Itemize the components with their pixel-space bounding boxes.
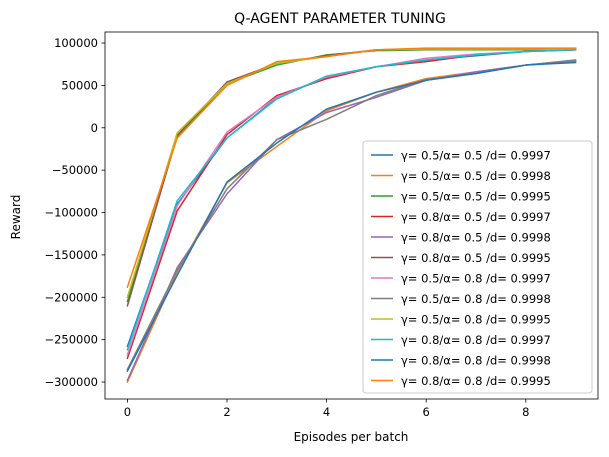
chart-title: Q-AGENT PARAMETER TUNING [234, 11, 446, 27]
legend-label: γ= 0.5/α= 0.8 /d= 0.9997 [401, 272, 551, 286]
series-line-12 [126, 47, 577, 289]
legend-label: γ= 0.8/α= 0.5 /d= 0.9995 [401, 251, 551, 265]
plot-area [126, 47, 577, 384]
x-tick-label: 6 [423, 405, 430, 419]
y-tick-label: −200000 [44, 290, 98, 304]
y-tick-label: −50000 [52, 163, 98, 177]
legend-label: γ= 0.8/α= 0.5 /d= 0.9997 [401, 210, 551, 224]
legend-label: γ= 0.5/α= 0.8 /d= 0.9998 [401, 292, 551, 306]
axes: 0 2 4 6 8 100000 50000 0 −50000 −100000 −150000 −20… [44, 31, 599, 419]
legend-box [362, 140, 593, 394]
legend-label: γ= 0.5/α= 0.8 /d= 0.9995 [401, 313, 551, 327]
legend-label: γ= 0.5/α= 0.5 /d= 0.9995 [401, 190, 551, 204]
y-tick-label: 0 [91, 121, 98, 135]
legend-label: γ= 0.5/α= 0.5 /d= 0.9998 [401, 169, 551, 183]
legend: γ= 0.5/α= 0.5 /d= 0.9997 γ= 0.5/α= 0.5 /d… [362, 140, 593, 394]
x-tick-label: 4 [323, 405, 330, 419]
y-tick-label: −300000 [44, 375, 98, 389]
x-tick-label: 2 [223, 405, 230, 419]
x-axis-label: Episodes per batch [294, 430, 409, 444]
legend-label: γ= 0.8/α= 0.8 /d= 0.9997 [401, 333, 551, 347]
y-tick-label: 100000 [54, 36, 98, 50]
series-line-10 [126, 49, 577, 351]
y-axis-label: Reward [9, 195, 23, 240]
legend-label: γ= 0.8/α= 0.5 /d= 0.9998 [401, 231, 551, 245]
y-tick-label: −150000 [44, 248, 98, 262]
x-tick-label: 0 [124, 405, 131, 419]
legend-label: γ= 0.5/α= 0.5 /d= 0.9997 [401, 149, 551, 163]
axes-frame [104, 31, 599, 400]
y-tick-label: −100000 [44, 206, 98, 220]
legend-label: γ= 0.8/α= 0.8 /d= 0.9998 [401, 354, 551, 368]
y-tick-label: 50000 [61, 78, 98, 92]
x-tick-label: 8 [522, 405, 529, 419]
legend-label: γ= 0.8/α= 0.8 /d= 0.9995 [401, 374, 551, 388]
series-line-11 [126, 61, 577, 373]
y-tick-label: −250000 [44, 333, 98, 347]
